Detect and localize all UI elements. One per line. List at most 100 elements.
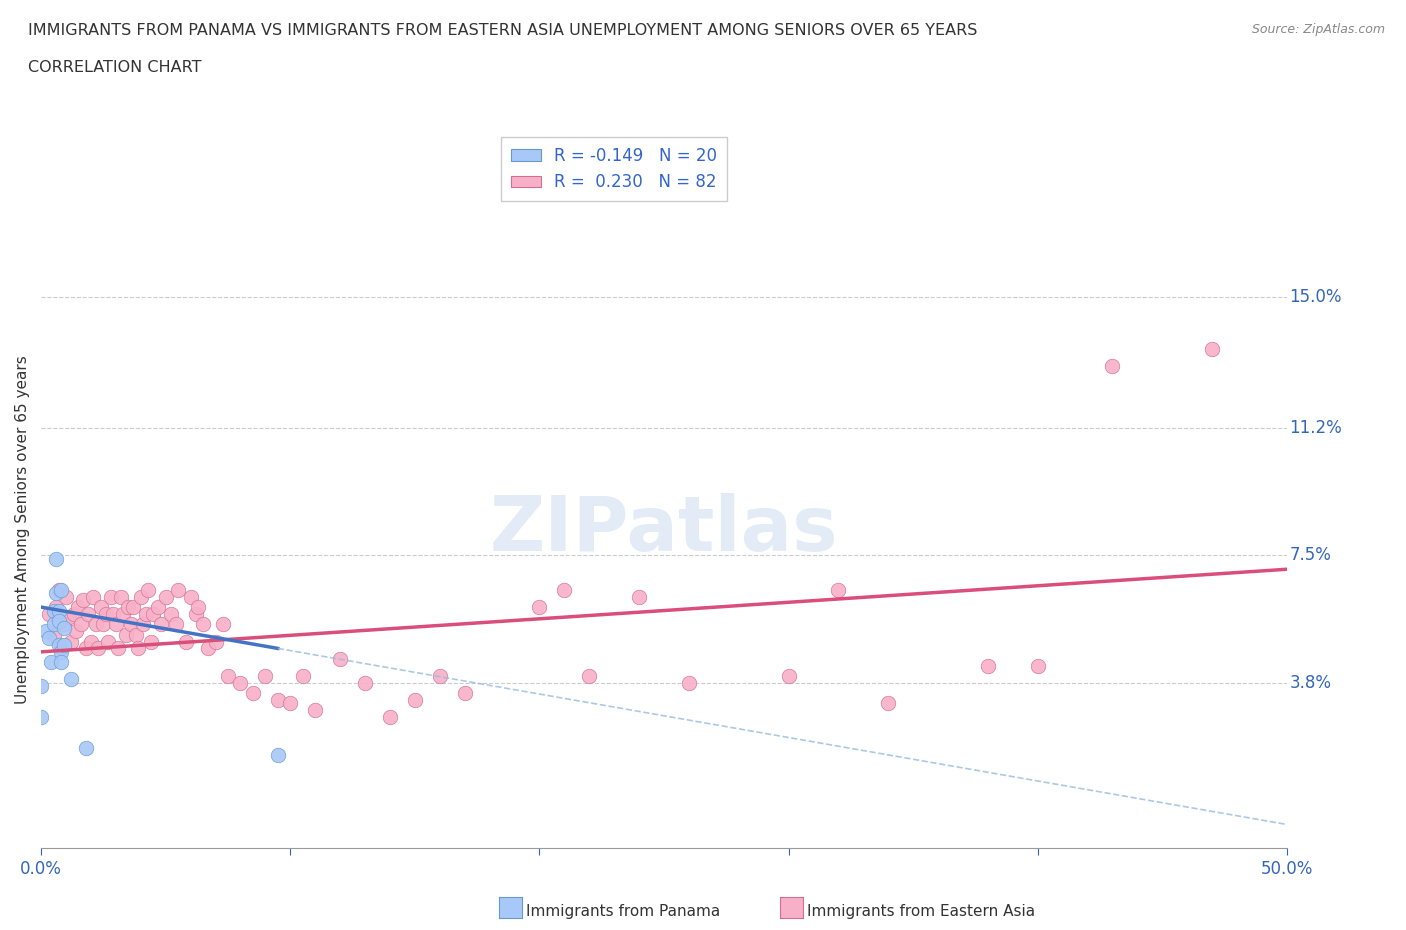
Point — [49, 644, 72, 659]
Point — [1201, 341, 1223, 356]
Point — [112, 606, 135, 621]
Point — [114, 627, 136, 642]
Point — [122, 600, 145, 615]
Point — [62, 606, 84, 621]
Text: 7.5%: 7.5% — [1289, 547, 1331, 565]
Point — [52, 617, 75, 631]
Point — [49, 641, 72, 656]
Point — [49, 655, 72, 670]
Point — [48, 614, 70, 629]
Point — [42, 627, 65, 642]
Point — [378, 710, 401, 724]
Point — [429, 669, 451, 684]
Point — [267, 748, 290, 763]
Point — [212, 617, 235, 631]
Point — [94, 606, 117, 621]
Text: ZIPatlas: ZIPatlas — [489, 493, 838, 566]
Text: Immigrants from Panama: Immigrants from Panama — [526, 904, 720, 919]
Point — [55, 590, 77, 604]
Point — [242, 685, 264, 700]
Point — [778, 669, 800, 684]
Point — [174, 634, 197, 649]
Point — [67, 600, 90, 615]
Point — [84, 617, 107, 631]
Point — [329, 651, 352, 666]
Point — [877, 696, 900, 711]
Point — [155, 590, 177, 604]
Point — [291, 669, 314, 684]
Point — [184, 606, 207, 621]
Point — [148, 600, 170, 615]
Text: IMMIGRANTS FROM PANAMA VS IMMIGRANTS FROM EASTERN ASIA UNEMPLOYMENT AMONG SENIOR: IMMIGRANTS FROM PANAMA VS IMMIGRANTS FRO… — [28, 23, 977, 38]
Point — [135, 606, 157, 621]
Point — [132, 617, 155, 631]
Point — [117, 600, 139, 615]
Point — [97, 634, 120, 649]
Point — [42, 617, 65, 631]
Point — [254, 669, 277, 684]
Point — [678, 675, 700, 690]
Point — [45, 551, 67, 566]
Point — [87, 641, 110, 656]
Point — [180, 590, 202, 604]
Point — [204, 634, 226, 649]
Point — [278, 696, 301, 711]
Point — [453, 685, 475, 700]
Point — [187, 600, 209, 615]
Point — [58, 610, 80, 625]
Point — [977, 658, 1000, 673]
Point — [120, 617, 142, 631]
Point — [49, 582, 72, 597]
Point — [139, 634, 162, 649]
Point — [127, 641, 149, 656]
Point — [38, 631, 60, 645]
Point — [39, 655, 62, 670]
Point — [149, 617, 172, 631]
Point — [827, 582, 849, 597]
Point — [404, 693, 426, 708]
Point — [90, 600, 112, 615]
Point — [529, 600, 551, 615]
Point — [42, 604, 65, 618]
Point — [167, 582, 190, 597]
Point — [1101, 359, 1123, 374]
Text: 3.8%: 3.8% — [1289, 674, 1331, 692]
Point — [48, 604, 70, 618]
Point — [52, 620, 75, 635]
Point — [159, 606, 181, 621]
Point — [267, 693, 290, 708]
Point — [136, 582, 159, 597]
Point — [197, 641, 219, 656]
Point — [75, 741, 97, 756]
Point — [52, 638, 75, 653]
Point — [107, 641, 129, 656]
Point — [578, 669, 600, 684]
Point — [45, 600, 67, 615]
Point — [93, 617, 115, 631]
Point — [65, 624, 87, 639]
Point — [77, 606, 100, 621]
Point — [60, 634, 83, 649]
Point — [70, 617, 93, 631]
Legend: R = -0.149   N = 20, R =  0.230   N = 82: R = -0.149 N = 20, R = 0.230 N = 82 — [501, 137, 727, 201]
Point — [30, 710, 52, 724]
Point — [75, 641, 97, 656]
Point — [103, 606, 125, 621]
Point — [60, 672, 83, 687]
Point — [217, 669, 239, 684]
Point — [628, 590, 651, 604]
Point — [129, 590, 152, 604]
Text: CORRELATION CHART: CORRELATION CHART — [28, 60, 201, 75]
Point — [354, 675, 377, 690]
Point — [35, 624, 58, 639]
Point — [72, 592, 94, 607]
Text: 11.2%: 11.2% — [1289, 419, 1343, 437]
Point — [104, 617, 127, 631]
Point — [38, 606, 60, 621]
Point — [304, 703, 326, 718]
Point — [82, 590, 104, 604]
Point — [125, 627, 148, 642]
Point — [48, 638, 70, 653]
Y-axis label: Unemployment Among Seniors over 65 years: Unemployment Among Seniors over 65 years — [15, 355, 30, 704]
Point — [100, 590, 122, 604]
